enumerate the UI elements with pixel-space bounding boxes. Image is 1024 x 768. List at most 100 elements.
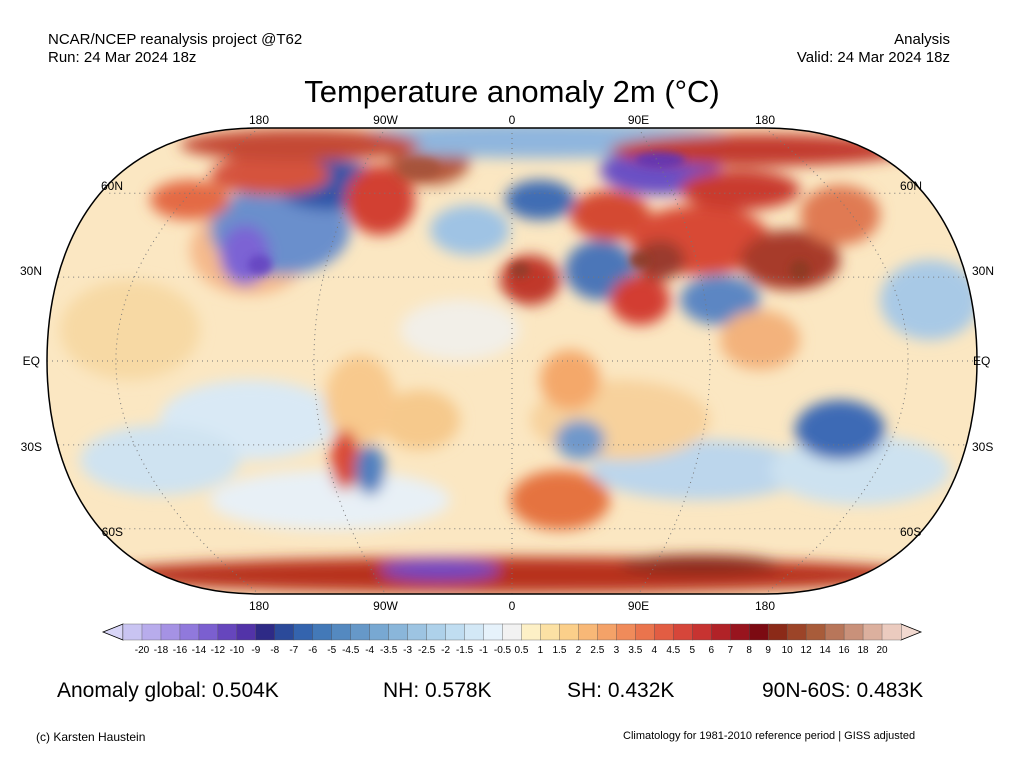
colorbar-label: 12 (801, 645, 813, 656)
colorbar-label: 4 (652, 645, 658, 656)
colorbar-label: -2.5 (418, 645, 436, 656)
colorbar-swatch (521, 623, 541, 641)
colorbar-label: 2 (576, 645, 582, 656)
colorbar-label: -3.5 (380, 645, 398, 656)
colorbar-label: -9 (251, 645, 260, 656)
colorbar-swatch (312, 623, 333, 641)
colorbar-swatch (293, 623, 314, 641)
meridian-line (115, 127, 260, 595)
colorbar-label: -18 (154, 645, 169, 656)
lat-label-left: 60S (102, 525, 123, 539)
colorbar-label: 7 (727, 645, 733, 656)
colorbar-swatch (540, 623, 560, 641)
map-title: Temperature anomaly 2m (°C) (304, 74, 720, 109)
colorbar-swatch (711, 623, 731, 641)
colorbar: -20 -18 -16 -14 -12 -10 -9 -8 -7 -6 -5 -4.5 -4 -3.5 -3… (101, 623, 923, 656)
colorbar-swatch (597, 623, 617, 641)
colorbar-label: 4.5 (666, 645, 680, 656)
credit-text: (c) Karsten Haustein (36, 730, 146, 744)
colorbar-label: -7 (289, 645, 298, 656)
lon-label-bottom: 180 (755, 599, 775, 613)
lon-label-top: 180 (755, 113, 775, 127)
colorbar-label: -16 (173, 645, 188, 656)
colorbar-label: -1 (479, 645, 488, 656)
source-text: NCAR/NCEP reanalysis project @T62 (48, 31, 303, 48)
stat-arctic: 90N-60S: 0.483K (762, 679, 924, 702)
colorbar-swatch (179, 623, 200, 641)
colorbar-label: 2.5 (590, 645, 604, 656)
colorbar-label: 16 (839, 645, 851, 656)
colorbar-swatch (217, 623, 238, 641)
colorbar-label: -10 (230, 645, 245, 656)
run-text: Run: 24 Mar 2024 18z (48, 49, 197, 66)
lon-label-bottom: 90W (373, 599, 398, 613)
lat-label-right: 60S (900, 525, 921, 539)
colorbar-swatch (654, 623, 674, 641)
colorbar-swatch (805, 623, 826, 641)
colorbar-label: -3 (403, 645, 412, 656)
colorbar-swatch (824, 623, 845, 641)
colorbar-label: 9 (765, 645, 771, 656)
colorbar-swatch (274, 623, 295, 641)
lon-label-bottom: 180 (249, 599, 269, 613)
colorbar-swatch (786, 623, 807, 641)
stat-nh: NH: 0.578K (383, 679, 492, 702)
colorbar-label: 3.5 (628, 645, 642, 656)
colorbar-swatch (426, 623, 447, 641)
colorbar-swatch (388, 623, 409, 641)
colorbar-label: 6 (708, 645, 714, 656)
header-left: NCAR/NCEP reanalysis project @T62 Run: 2… (48, 31, 302, 67)
lat-label-left: EQ (23, 354, 40, 368)
colorbar-swatch (160, 623, 181, 641)
colorbar-label: -20 (135, 645, 150, 656)
colorbar-swatch (862, 623, 883, 641)
lat-label-left: 30N (20, 264, 42, 278)
colorbar-swatch (122, 623, 143, 641)
colorbar-swatch (559, 623, 579, 641)
coordinate-labels: 180 90W 0 90E 180 180 90W 0 90E 180 60N 30N EQ 30S 60S… (20, 113, 994, 613)
colorbar-label: 14 (820, 645, 832, 656)
lat-label-right: 30N (972, 264, 994, 278)
colorbar-swatch (730, 623, 750, 641)
colorbar-swatch (843, 623, 864, 641)
colorbar-swatch (673, 623, 693, 641)
lon-label-bottom: 90E (628, 599, 649, 613)
colorbar-swatch (350, 623, 371, 641)
lon-label-top: 90E (628, 113, 649, 127)
colorbar-label: -6 (308, 645, 317, 656)
colorbar-swatch (407, 623, 428, 641)
colorbar-label: 0.5 (515, 645, 529, 656)
colorbar-over-arrow (900, 623, 923, 641)
colorbar-swatch (578, 623, 598, 641)
colorbar-label: -5 (327, 645, 336, 656)
colorbar-label: 10 (782, 645, 794, 656)
lon-label-top: 0 (509, 113, 516, 127)
lat-label-left: 60N (101, 179, 123, 193)
header-right: Analysis Valid: 24 Mar 2024 18z (797, 31, 950, 67)
colorbar-swatch (616, 623, 636, 641)
colorbar-label: -12 (211, 645, 226, 656)
valid-text: Valid: 24 Mar 2024 18z (796, 49, 950, 66)
anomaly-field (47, 128, 977, 594)
colorbar-label: -14 (192, 645, 207, 656)
colorbar-label: -2 (441, 645, 450, 656)
lat-label-left: 30S (21, 440, 42, 454)
lat-label-right: EQ (973, 354, 990, 368)
product-text: Analysis (894, 31, 950, 48)
colorbar-swatch (881, 623, 902, 641)
colorbar-swatch (767, 623, 788, 641)
colorbar-label: 1 (538, 645, 544, 656)
colorbar-swatch (692, 623, 712, 641)
colorbar-swatch (369, 623, 390, 641)
meridian-line (764, 127, 909, 595)
colorbar-label: 5 (689, 645, 695, 656)
colorbar-swatch (502, 623, 522, 641)
lat-label-right: 60N (900, 179, 922, 193)
colorbar-label: 20 (876, 645, 888, 656)
colorbar-swatch (198, 623, 219, 641)
colorbar-label: -4.5 (342, 645, 360, 656)
colorbar-label: 8 (746, 645, 752, 656)
colorbar-swatch (635, 623, 655, 641)
colorbar-swatch (236, 623, 257, 641)
colorbar-label: -1.5 (456, 645, 474, 656)
